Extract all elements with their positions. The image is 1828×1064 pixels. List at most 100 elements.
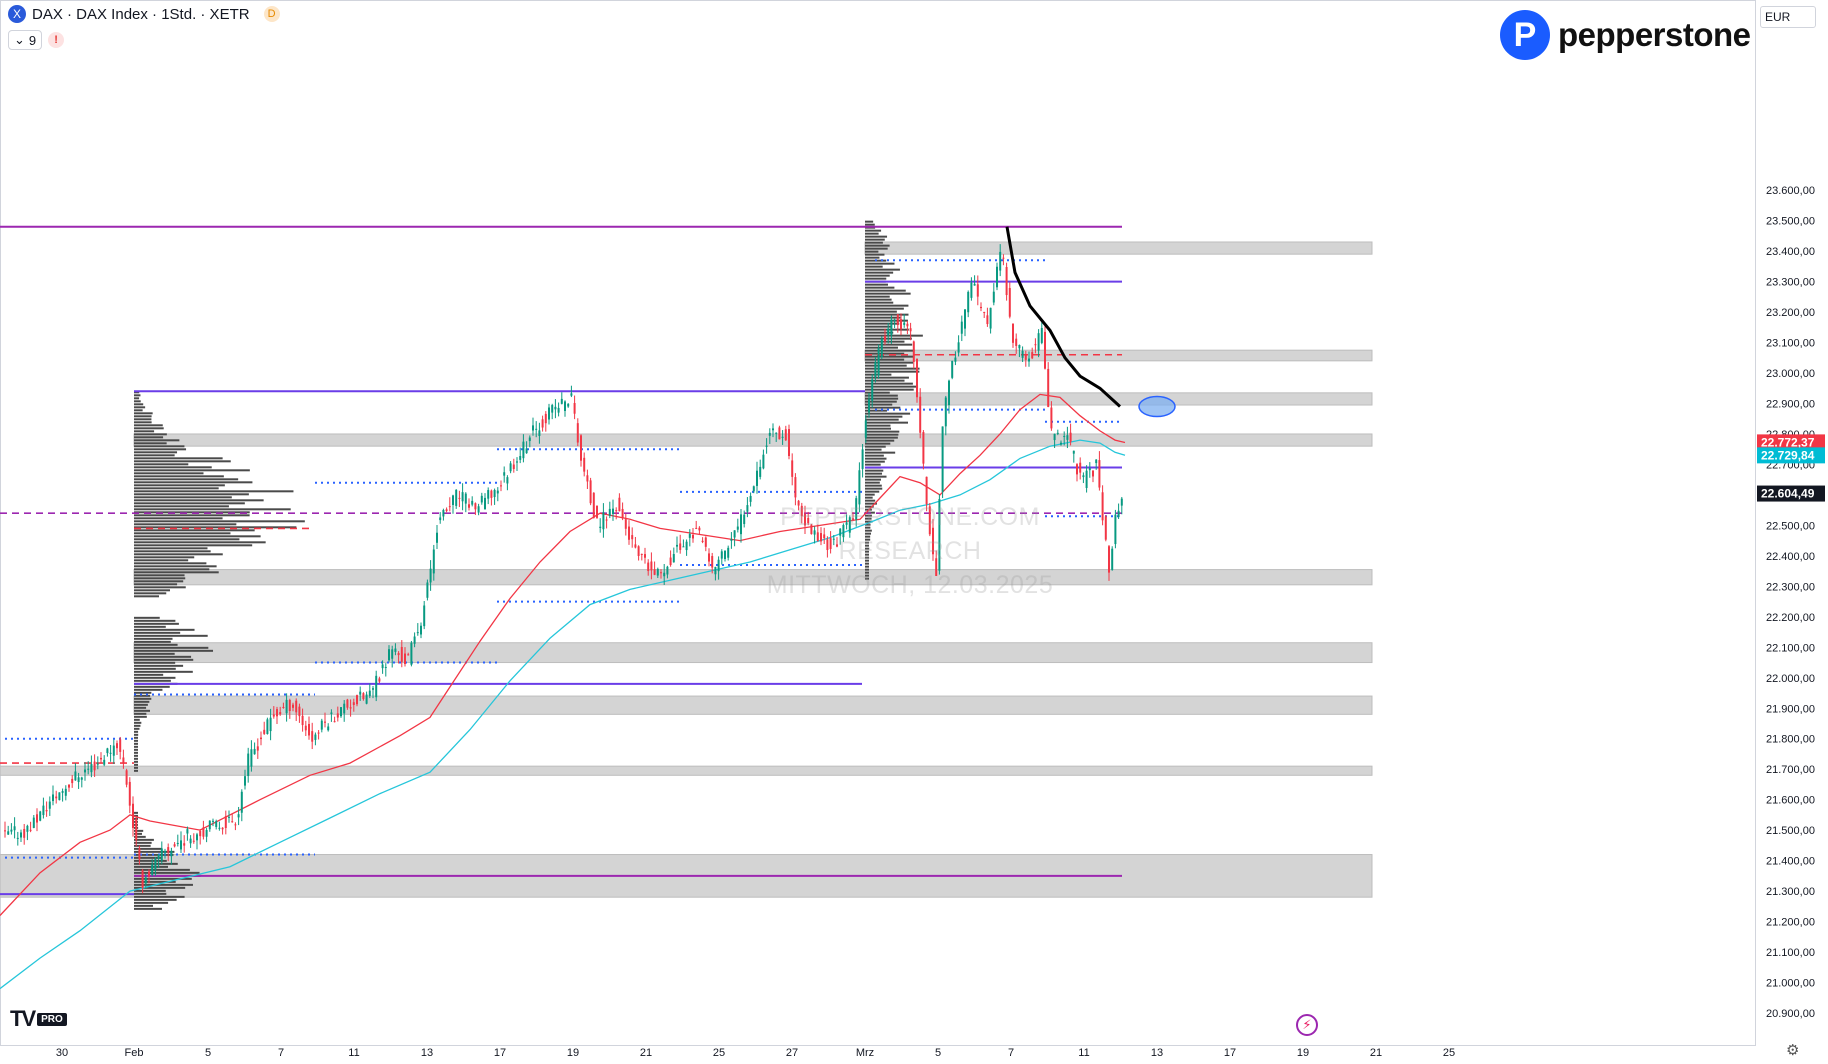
candle-body <box>468 504 470 508</box>
volume-profile-bar <box>865 547 870 550</box>
candle-body <box>58 792 61 801</box>
volume-profile-bar <box>865 382 913 385</box>
warning-icon[interactable]: ! <box>48 32 65 48</box>
y-tick-label: 23.400,00 <box>1766 246 1815 258</box>
candle-body <box>490 490 493 498</box>
candle-body <box>663 572 666 577</box>
volume-profile-bar <box>865 550 869 553</box>
candle-body <box>877 348 880 376</box>
candle-body <box>912 341 915 362</box>
candle-body <box>992 291 995 303</box>
volume-profile-bar <box>865 457 887 460</box>
volume-profile-bar <box>134 889 166 892</box>
candle-body <box>420 625 422 635</box>
volume-profile-bar <box>865 229 882 232</box>
candle-body <box>906 323 909 327</box>
candle-body <box>109 752 112 754</box>
volume-profile-bar <box>134 769 138 772</box>
volume-profile-bar <box>134 652 175 655</box>
candle-body <box>407 654 410 656</box>
volume-profile-bar <box>134 724 141 727</box>
candles <box>4 244 1123 894</box>
volume-profile-bar <box>865 451 896 454</box>
candle-body <box>1053 433 1056 441</box>
volume-profile-bar <box>134 895 185 898</box>
candle-body <box>304 725 307 731</box>
y-tick-label: 22.000,00 <box>1766 673 1815 685</box>
candle-body <box>432 549 435 574</box>
candle-body <box>567 403 570 407</box>
pepperstone-logo-icon: P <box>1500 10 1550 60</box>
volume-profile-bar <box>134 559 189 562</box>
candle-body <box>628 526 630 540</box>
bolt-icon[interactable]: ⚡ <box>1296 1014 1318 1036</box>
volume-profile-bar <box>865 529 872 532</box>
x-tick-label: 19 <box>567 1047 579 1059</box>
candle-body <box>253 748 256 755</box>
volume-profile-bar <box>865 271 894 274</box>
watermark-line-1: PEPPERSTONE.COM RESEARCH <box>780 503 1040 565</box>
volume-profile-bar <box>134 892 167 895</box>
candle-body <box>196 834 198 841</box>
candle-body <box>688 533 691 538</box>
candle-body <box>797 500 800 506</box>
candle-body <box>151 864 154 875</box>
volume-profile-bar <box>134 751 138 754</box>
candle-body <box>48 801 51 809</box>
y-tick-label: 22.300,00 <box>1766 581 1815 593</box>
candle-body <box>845 522 848 525</box>
x-tick-label: 13 <box>421 1047 433 1059</box>
candle-body <box>1021 350 1024 358</box>
volume-profile-bar <box>134 811 138 814</box>
candle-body <box>464 493 467 504</box>
volume-profile-bar <box>865 403 893 406</box>
volume-profile-bar <box>134 577 186 580</box>
candle-body <box>218 827 221 829</box>
volume-profile-bar <box>865 265 883 268</box>
candle-body <box>269 717 272 732</box>
candle-body <box>423 605 426 627</box>
volume-profile-bar <box>134 703 148 706</box>
candle-body <box>474 503 477 510</box>
tradingview-logo[interactable]: TV PRO <box>10 1006 67 1032</box>
y-tick-label: 23.000,00 <box>1766 368 1815 380</box>
time-axis: 30 Feb 5 7 11 13 17 19 21 25 27 Mrz 5 7 11 13 17 19 21 25 <box>56 1047 1455 1059</box>
volume-profile-bar <box>134 565 217 568</box>
volume-profile-bar <box>865 319 908 322</box>
candle-body <box>384 666 387 668</box>
candle-body <box>909 328 912 332</box>
candle-body <box>829 538 832 549</box>
delay-badge[interactable]: D <box>263 6 280 22</box>
candle-body <box>208 820 211 830</box>
gear-icon[interactable]: ⚙ <box>1786 1042 1800 1059</box>
candle-body <box>1018 344 1021 349</box>
candle-body <box>551 405 554 413</box>
volume-profile-bar <box>865 538 871 541</box>
candle-body <box>487 490 490 499</box>
volume-profile-bar <box>865 433 899 436</box>
volume-profile-bar <box>134 439 180 442</box>
candle-body <box>173 844 176 847</box>
y-tick-label: 21.500,00 <box>1766 825 1815 837</box>
candle-body <box>928 506 931 535</box>
candle-body <box>138 848 141 860</box>
candle-body <box>640 553 643 555</box>
candle-body <box>285 699 288 714</box>
volume-profile-bar <box>865 472 883 475</box>
candle-body <box>704 537 707 547</box>
moving-average-fast <box>0 393 1126 916</box>
candle-body <box>1063 435 1066 437</box>
volume-profile-bar <box>865 367 920 370</box>
candle-body <box>656 568 659 576</box>
candle-body <box>132 803 134 828</box>
currency-selector[interactable]: EUR <box>1760 6 1816 28</box>
volume-profile-bar <box>134 829 144 832</box>
volume-profile-bar <box>134 838 154 841</box>
indicator-icon: ⌄ <box>14 32 25 47</box>
symbol-title[interactable]: DAX · DAX Index · 1Std. · XETR <box>32 5 250 23</box>
candle-body <box>861 449 864 469</box>
volume-profile-bar <box>865 262 895 265</box>
indicator-toggle-button[interactable]: ⌄ 9 <box>8 30 43 50</box>
candle-body <box>583 457 586 472</box>
